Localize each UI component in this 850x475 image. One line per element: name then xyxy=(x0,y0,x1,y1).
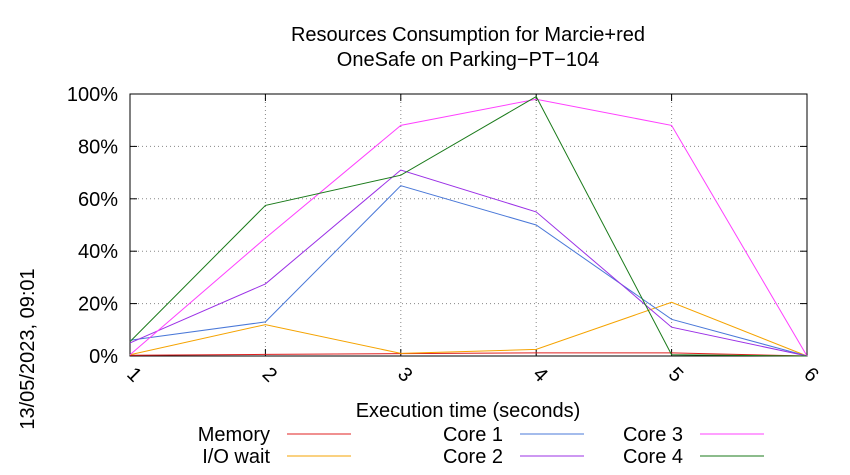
x-tick-label-3: 4 xyxy=(528,363,551,386)
legend-label-core-1: Core 1 xyxy=(443,424,503,446)
legend-label-memory: Memory xyxy=(198,424,270,446)
x-tick-label-2: 3 xyxy=(393,363,416,386)
x-tick-label-4: 5 xyxy=(664,363,687,386)
y-tick-label-2: 40% xyxy=(78,241,118,263)
series-line-core-1 xyxy=(129,185,808,357)
legend-label-core-3: Core 3 xyxy=(623,424,683,446)
y-tick-label-0: 0% xyxy=(89,346,118,368)
legend-label-core-2: Core 2 xyxy=(443,446,503,468)
timestamp-label: 13/05/2023, 09:01 xyxy=(17,268,39,429)
x-axis-label: Execution time (seconds) xyxy=(356,400,581,422)
chart-title-line-2: OneSafe on Parking−PT−104 xyxy=(337,49,599,71)
x-axis: 1 2 3 4 5 6 xyxy=(122,94,823,387)
series-line-memory xyxy=(129,352,808,357)
y-tick-label-4: 80% xyxy=(78,136,118,158)
y-tick-label-1: 20% xyxy=(78,294,118,316)
x-tick-label-0: 1 xyxy=(122,363,145,386)
legend-label-core-4: Core 4 xyxy=(623,446,683,468)
x-tick-label-5: 6 xyxy=(799,363,822,386)
y-tick-label-5: 100% xyxy=(67,84,118,106)
y-axis: 0% 20% 40% 60% 80% 100% xyxy=(67,84,807,368)
grid xyxy=(130,94,807,356)
series-line-core-2 xyxy=(129,169,808,357)
x-tick-label-1: 2 xyxy=(258,363,281,386)
series-line-i-o-wait xyxy=(129,301,808,357)
plot-frame xyxy=(129,93,808,357)
legend-label-i-o-wait: I/O wait xyxy=(202,446,270,468)
series-line-core-4 xyxy=(129,95,808,357)
y-tick-label-3: 60% xyxy=(78,189,118,211)
chart-title-line-1: Resources Consumption for Marcie+red xyxy=(291,24,645,46)
series-line-core-3 xyxy=(129,98,808,357)
series-lines xyxy=(129,95,808,357)
